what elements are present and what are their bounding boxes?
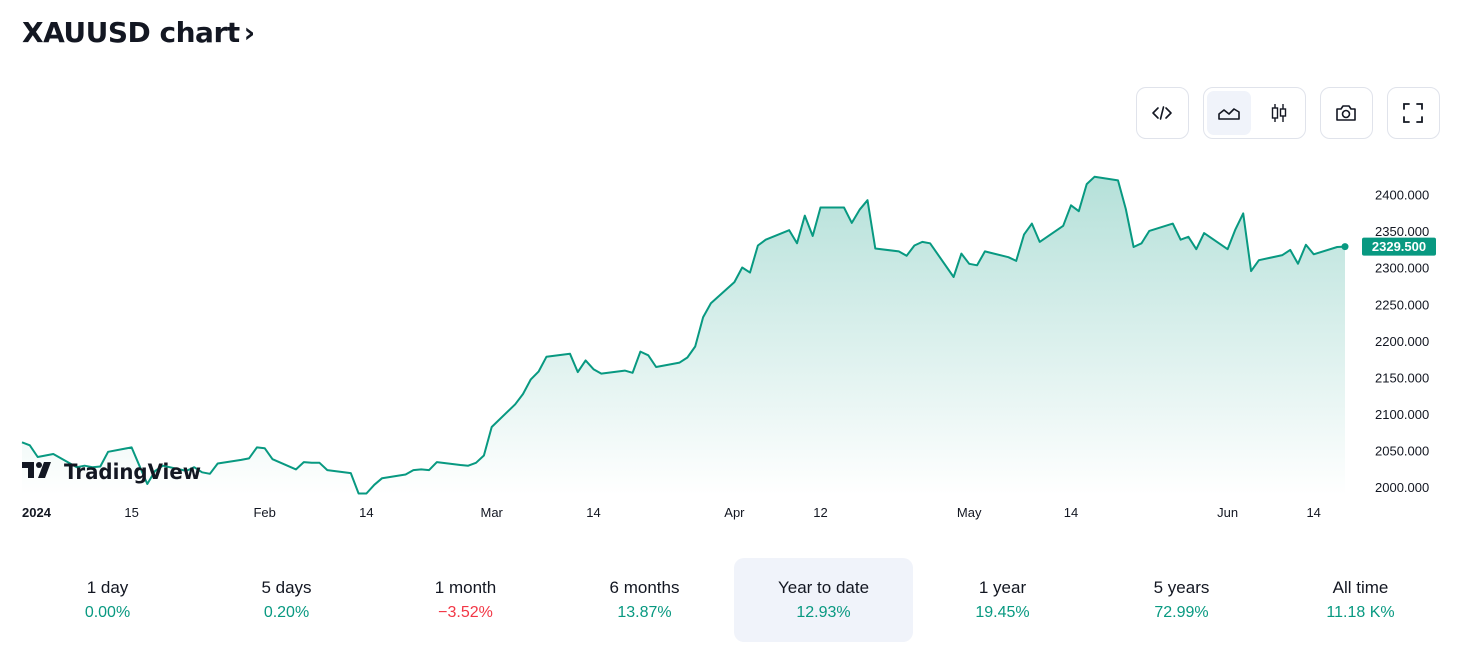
chart-type-group bbox=[1203, 87, 1306, 139]
x-tick-label: 14 bbox=[359, 505, 373, 520]
period-tab-year-to-date[interactable]: Year to date 12.93% bbox=[734, 558, 913, 642]
period-change-value: 19.45% bbox=[975, 604, 1030, 621]
x-tick-label: 15 bbox=[124, 505, 138, 520]
x-tick-label: 14 bbox=[1306, 505, 1320, 520]
embed-button[interactable] bbox=[1140, 91, 1184, 135]
x-axis: 2024 15 Feb 14 Mar 14 Apr 12 May 14 Jun 14 bbox=[22, 505, 1321, 520]
fullscreen-icon bbox=[1403, 103, 1423, 123]
period-label: 5 years bbox=[1153, 578, 1210, 597]
y-axis: 2000.000 2050.000 2100.000 2150.000 2200.000… bbox=[1375, 188, 1429, 496]
last-price-label: 2329.500 bbox=[1341, 237, 1436, 256]
period-change-value: 0.00% bbox=[84, 604, 131, 621]
y-tick-label: 2150.000 bbox=[1375, 371, 1429, 386]
y-tick-label: 2350.000 bbox=[1375, 224, 1429, 239]
x-tick-label: 14 bbox=[586, 505, 600, 520]
page-title[interactable]: XAUUSD chart › bbox=[22, 16, 255, 49]
period-change-value: 12.93% bbox=[796, 604, 851, 621]
tradingview-wordmark: TradingView bbox=[64, 460, 201, 484]
x-tick-label: 14 bbox=[1064, 505, 1078, 520]
area-chart-button[interactable] bbox=[1207, 91, 1251, 135]
code-icon bbox=[1152, 106, 1172, 120]
period-label: 1 year bbox=[978, 578, 1027, 597]
period-label: 5 days bbox=[261, 578, 312, 597]
x-tick-label: Mar bbox=[481, 505, 504, 520]
y-tick-label: 2000.000 bbox=[1375, 480, 1429, 495]
price-area-fill bbox=[22, 176, 1345, 496]
period-change-value: 72.99% bbox=[1154, 604, 1209, 621]
period-change-value: −3.52% bbox=[438, 604, 493, 621]
period-tab-all-time[interactable]: All time 11.18 K% bbox=[1271, 558, 1450, 642]
chevron-right-icon: › bbox=[243, 16, 256, 49]
tradingview-logo: TradingView bbox=[22, 460, 201, 484]
snapshot-button[interactable] bbox=[1324, 91, 1368, 135]
x-tick-label: Jun bbox=[1217, 505, 1238, 520]
title-text: XAUUSD chart bbox=[22, 16, 240, 49]
last-price-text: 2329.500 bbox=[1372, 239, 1426, 254]
candlestick-chart-icon bbox=[1271, 104, 1287, 122]
fullscreen-button[interactable] bbox=[1391, 91, 1435, 135]
candlestick-chart-button[interactable] bbox=[1257, 91, 1301, 135]
y-tick-label: 2100.000 bbox=[1375, 407, 1429, 422]
period-label: Year to date bbox=[777, 578, 870, 597]
period-tab-5-years[interactable]: 5 years 72.99% bbox=[1092, 558, 1271, 642]
price-chart[interactable]: TradingView 2000.000 2050.000 2100.000 2150… bbox=[0, 150, 1468, 530]
y-tick-label: 2200.000 bbox=[1375, 334, 1429, 349]
period-change-value: 0.20% bbox=[263, 604, 310, 621]
period-tab-1-month[interactable]: 1 month −3.52% bbox=[376, 558, 555, 642]
y-tick-label: 2250.000 bbox=[1375, 297, 1429, 312]
period-tab-1-day[interactable]: 1 day 0.00% bbox=[18, 558, 197, 642]
period-label: 1 month bbox=[434, 578, 497, 597]
x-tick-label: Feb bbox=[253, 505, 275, 520]
y-tick-label: 2050.000 bbox=[1375, 444, 1429, 459]
embed-group bbox=[1136, 87, 1189, 139]
area-chart-icon bbox=[1218, 108, 1240, 120]
period-label: 1 day bbox=[86, 578, 129, 597]
last-price-dot bbox=[1341, 243, 1349, 251]
camera-icon bbox=[1336, 105, 1356, 121]
period-change-value: 11.18 K% bbox=[1326, 604, 1395, 621]
fullscreen-group bbox=[1387, 87, 1440, 139]
period-label: All time bbox=[1332, 578, 1389, 597]
x-tick-label: May bbox=[957, 505, 982, 520]
period-tab-6-months[interactable]: 6 months 13.87% bbox=[555, 558, 734, 642]
x-tick-label: 12 bbox=[813, 505, 827, 520]
period-change-value: 13.87% bbox=[617, 604, 672, 621]
period-performance-bar: 1 day 0.00% 5 days 0.20% 1 month −3.52% 6 mont… bbox=[18, 558, 1450, 642]
period-tab-5-days[interactable]: 5 days 0.20% bbox=[197, 558, 376, 642]
price-line bbox=[21, 175, 1346, 495]
period-tab-1-year[interactable]: 1 year 19.45% bbox=[913, 558, 1092, 642]
y-tick-label: 2300.000 bbox=[1375, 261, 1429, 276]
x-tick-label: 2024 bbox=[22, 505, 52, 520]
last-price-badge bbox=[1362, 237, 1436, 256]
snapshot-group bbox=[1320, 87, 1373, 139]
x-tick-label: Apr bbox=[724, 505, 745, 520]
y-tick-label: 2400.000 bbox=[1375, 188, 1429, 203]
period-label: 6 months bbox=[609, 578, 680, 597]
